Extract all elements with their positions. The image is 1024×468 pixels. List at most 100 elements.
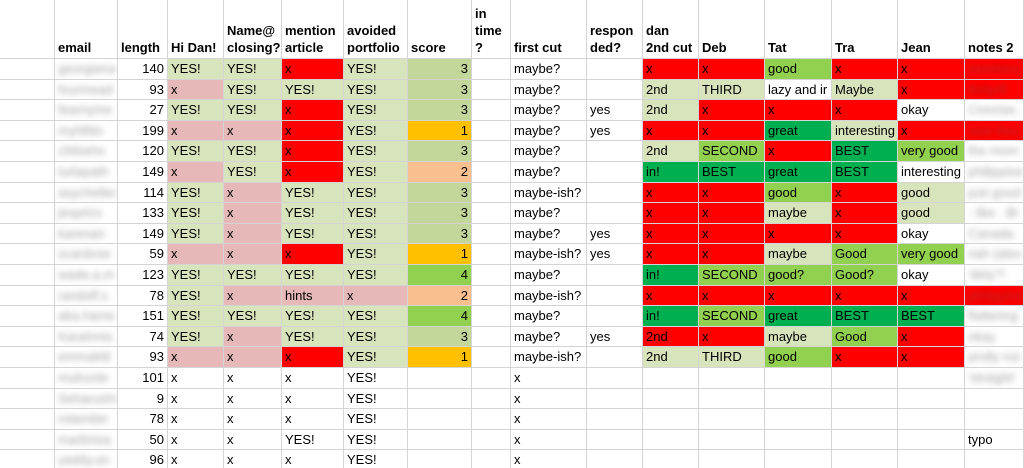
cell-dan2[interactable]: in!	[643, 265, 699, 286]
cell-in-time[interactable]	[472, 306, 511, 327]
cell-deb[interactable]: x	[699, 203, 765, 224]
cell-mention[interactable]: hints	[282, 285, 344, 307]
cell-jean[interactable]	[898, 409, 965, 430]
column-header-length[interactable]: length	[118, 0, 168, 59]
cell-mention[interactable]: x	[282, 59, 344, 80]
cell-partial[interactable]	[0, 100, 55, 121]
cell-first-cut[interactable]: x	[511, 368, 587, 389]
cell-notes2[interactable]: said they	[965, 120, 1024, 142]
cell-email[interactable]: Seharushi	[55, 388, 118, 410]
cell-name-closing[interactable]: x	[224, 223, 282, 245]
cell-responded[interactable]	[587, 141, 643, 162]
cell-avoided[interactable]: YES!	[344, 59, 408, 80]
cell-in-time[interactable]	[472, 409, 511, 430]
cell-deb[interactable]: x	[699, 285, 765, 307]
cell-dan2[interactable]: x	[643, 120, 699, 142]
cell-name-closing[interactable]: x	[224, 450, 282, 468]
cell-dan2[interactable]: in!	[643, 306, 699, 327]
cell-first-cut[interactable]: maybe?	[511, 203, 587, 224]
cell-score[interactable]: 3	[408, 59, 472, 80]
cell-responded[interactable]	[587, 285, 643, 307]
cell-email[interactable]: martinisa	[55, 429, 118, 451]
cell-deb[interactable]	[699, 409, 765, 430]
cell-length[interactable]: 96	[118, 450, 168, 468]
cell-tat[interactable]: maybe	[765, 244, 832, 265]
cell-deb[interactable]: BEST	[699, 162, 765, 183]
cell-hi-dan[interactable]: YES!	[168, 100, 224, 121]
column-header-tra[interactable]: Tra	[832, 0, 898, 59]
column-header-jean[interactable]: Jean	[898, 0, 965, 59]
cell-avoided[interactable]: YES!	[344, 141, 408, 162]
cell-first-cut[interactable]: maybe?	[511, 59, 587, 80]
cell-notes2[interactable]	[965, 388, 1024, 410]
cell-tra[interactable]	[832, 450, 898, 468]
cell-avoided[interactable]: YES!	[344, 203, 408, 224]
cell-notes2[interactable]: mentions	[965, 59, 1024, 80]
cell-in-time[interactable]	[472, 223, 511, 245]
cell-score[interactable]: 1	[408, 244, 472, 265]
cell-tat[interactable]: good	[765, 59, 832, 80]
cell-mention[interactable]: YES!	[282, 203, 344, 224]
cell-notes2[interactable]: typo	[965, 429, 1024, 451]
cell-score[interactable]	[408, 388, 472, 410]
cell-hi-dan[interactable]: x	[168, 347, 224, 368]
cell-mention[interactable]: YES!	[282, 223, 344, 245]
cell-hi-dan[interactable]: x	[168, 388, 224, 410]
cell-avoided[interactable]: YES!	[344, 306, 408, 327]
cell-responded[interactable]	[587, 162, 643, 183]
cell-first-cut[interactable]: maybe?	[511, 223, 587, 245]
cell-tra[interactable]: x	[832, 285, 898, 307]
cell-responded[interactable]	[587, 347, 643, 368]
cell-tra[interactable]: x	[832, 182, 898, 204]
cell-in-time[interactable]	[472, 203, 511, 224]
cell-partial[interactable]	[0, 368, 55, 389]
cell-deb[interactable]	[699, 450, 765, 468]
column-header-partial[interactable]	[0, 0, 55, 59]
cell-jean[interactable]	[898, 450, 965, 468]
cell-hi-dan[interactable]: x	[168, 368, 224, 389]
cell-name-closing[interactable]: x	[224, 388, 282, 410]
cell-avoided[interactable]: YES!	[344, 368, 408, 389]
column-header-notes2[interactable]: notes 2	[965, 0, 1024, 59]
cell-first-cut[interactable]: x	[511, 409, 587, 430]
cell-in-time[interactable]	[472, 285, 511, 307]
cell-mention[interactable]: x	[282, 244, 344, 265]
cell-responded[interactable]	[587, 409, 643, 430]
column-header-in-time[interactable]: in time?	[472, 0, 511, 59]
cell-mention[interactable]: YES!	[282, 326, 344, 348]
cell-score[interactable]: 3	[408, 79, 472, 101]
cell-in-time[interactable]	[472, 326, 511, 348]
cell-mention[interactable]: x	[282, 141, 344, 162]
cell-first-cut[interactable]: maybe?	[511, 306, 587, 327]
cell-in-time[interactable]	[472, 347, 511, 368]
cell-tra[interactable]	[832, 409, 898, 430]
cell-mention[interactable]: x	[282, 368, 344, 389]
cell-hi-dan[interactable]: YES!	[168, 223, 224, 245]
cell-hi-dan[interactable]: x	[168, 120, 224, 142]
cell-dan2[interactable]: x	[643, 223, 699, 245]
cell-mention[interactable]: YES!	[282, 306, 344, 327]
cell-dan2[interactable]: 2nd	[643, 100, 699, 121]
cell-hi-dan[interactable]: YES!	[168, 182, 224, 204]
cell-hi-dan[interactable]: x	[168, 409, 224, 430]
cell-jean[interactable]: okay	[898, 223, 965, 245]
cell-notes2[interactable]: thirty4f	[965, 79, 1024, 101]
cell-mention[interactable]: YES!	[282, 182, 344, 204]
cell-deb[interactable]: x	[699, 326, 765, 348]
cell-hi-dan[interactable]: YES!	[168, 59, 224, 80]
cell-score[interactable]: 3	[408, 182, 472, 204]
cell-notes2[interactable]: okay	[965, 326, 1024, 348]
cell-tat[interactable]	[765, 388, 832, 410]
column-header-mention[interactable]: mention article	[282, 0, 344, 59]
cell-name-closing[interactable]: YES!	[224, 100, 282, 121]
cell-name-closing[interactable]: x	[224, 368, 282, 389]
cell-responded[interactable]: yes	[587, 223, 643, 245]
cell-name-closing[interactable]: YES!	[224, 162, 282, 183]
cell-notes2[interactable]	[965, 450, 1024, 468]
cell-in-time[interactable]	[472, 79, 511, 101]
cell-length[interactable]: 74	[118, 326, 168, 348]
cell-jean[interactable]: x	[898, 285, 965, 307]
cell-dan2[interactable]	[643, 450, 699, 468]
cell-tat[interactable]	[765, 450, 832, 468]
cell-responded[interactable]: yes	[587, 326, 643, 348]
